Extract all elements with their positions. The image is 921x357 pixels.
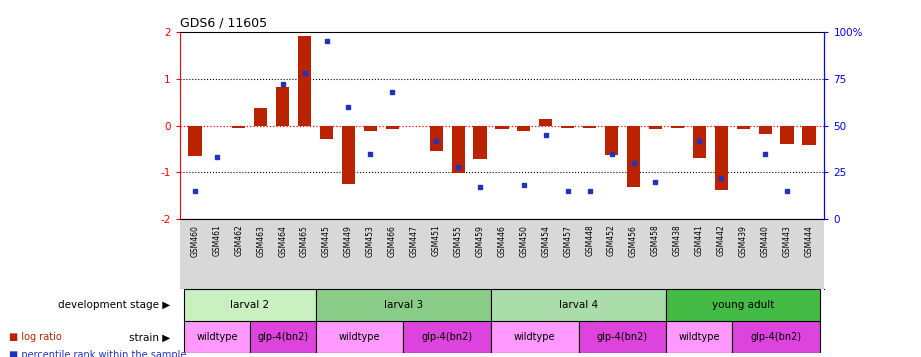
Bar — [737, 126, 750, 129]
Text: larval 2: larval 2 — [230, 300, 269, 310]
Text: GSM458: GSM458 — [651, 225, 660, 256]
Text: glp-4(bn2): glp-4(bn2) — [257, 332, 309, 342]
Text: glp-4(bn2): glp-4(bn2) — [422, 332, 472, 342]
Bar — [802, 126, 815, 145]
Text: GSM456: GSM456 — [629, 225, 638, 257]
Bar — [429, 126, 443, 151]
Text: GSM440: GSM440 — [761, 225, 770, 257]
Text: GSM457: GSM457 — [564, 225, 572, 257]
Bar — [732, 321, 820, 353]
Text: wildtype: wildtype — [679, 332, 720, 342]
Text: GSM463: GSM463 — [256, 225, 265, 257]
Text: ■ percentile rank within the sample: ■ percentile rank within the sample — [9, 350, 187, 357]
Text: GSM442: GSM442 — [717, 225, 726, 256]
Text: GSM451: GSM451 — [432, 225, 440, 256]
Bar — [316, 289, 491, 321]
Text: strain ▶: strain ▶ — [129, 332, 170, 342]
Text: ■ log ratio: ■ log ratio — [9, 332, 62, 342]
Text: larval 4: larval 4 — [559, 300, 599, 310]
Bar — [298, 36, 311, 126]
Bar — [780, 126, 794, 144]
Text: GSM459: GSM459 — [475, 225, 484, 257]
Bar — [715, 126, 728, 190]
Bar — [320, 126, 333, 139]
Bar — [627, 126, 640, 187]
Text: GSM441: GSM441 — [694, 225, 704, 256]
Text: wildtype: wildtype — [196, 332, 238, 342]
Bar — [667, 289, 820, 321]
Bar — [451, 126, 465, 173]
Text: GSM461: GSM461 — [213, 225, 221, 256]
Bar — [184, 321, 250, 353]
Text: glp-4(bn2): glp-4(bn2) — [597, 332, 648, 342]
Bar — [473, 126, 486, 159]
Text: young adult: young adult — [712, 300, 775, 310]
Text: GSM462: GSM462 — [234, 225, 243, 256]
Text: wildtype: wildtype — [514, 332, 555, 342]
Text: GSM453: GSM453 — [366, 225, 375, 257]
Bar — [670, 126, 684, 129]
Text: GSM465: GSM465 — [300, 225, 309, 257]
Bar — [667, 321, 732, 353]
Bar — [232, 126, 245, 128]
Text: GSM454: GSM454 — [542, 225, 551, 257]
Bar — [364, 126, 377, 131]
Bar — [491, 321, 578, 353]
Text: GSM452: GSM452 — [607, 225, 616, 256]
Text: GDS6 / 11605: GDS6 / 11605 — [180, 16, 267, 30]
Bar — [539, 119, 553, 126]
Text: GSM466: GSM466 — [388, 225, 397, 257]
Text: GSM439: GSM439 — [739, 225, 748, 257]
Bar — [403, 321, 491, 353]
Text: GSM444: GSM444 — [804, 225, 813, 257]
Text: GSM449: GSM449 — [344, 225, 353, 257]
Bar — [386, 126, 399, 129]
Bar — [184, 289, 316, 321]
Bar — [254, 108, 267, 126]
Text: GSM448: GSM448 — [585, 225, 594, 256]
Text: GSM445: GSM445 — [322, 225, 331, 257]
Text: GSM443: GSM443 — [783, 225, 791, 257]
Bar — [583, 126, 596, 128]
Text: GSM450: GSM450 — [519, 225, 529, 257]
Bar — [693, 126, 705, 158]
Text: larval 3: larval 3 — [384, 300, 423, 310]
Bar — [250, 321, 316, 353]
Text: GSM447: GSM447 — [410, 225, 419, 257]
Bar — [495, 126, 508, 129]
Text: wildtype: wildtype — [339, 332, 380, 342]
Bar — [189, 126, 202, 156]
Bar — [649, 126, 662, 129]
Bar — [561, 126, 575, 128]
Bar — [276, 87, 289, 126]
Text: glp-4(bn2): glp-4(bn2) — [751, 332, 801, 342]
Text: GSM464: GSM464 — [278, 225, 287, 257]
Bar — [605, 126, 618, 155]
Bar — [342, 126, 355, 184]
Text: development stage ▶: development stage ▶ — [58, 300, 170, 310]
Text: GSM455: GSM455 — [453, 225, 462, 257]
Text: GSM446: GSM446 — [497, 225, 507, 257]
Bar — [491, 289, 667, 321]
Bar — [316, 321, 403, 353]
Bar — [518, 126, 530, 131]
Text: GSM438: GSM438 — [673, 225, 682, 256]
Text: GSM460: GSM460 — [191, 225, 200, 257]
Bar — [578, 321, 667, 353]
Bar — [759, 126, 772, 134]
